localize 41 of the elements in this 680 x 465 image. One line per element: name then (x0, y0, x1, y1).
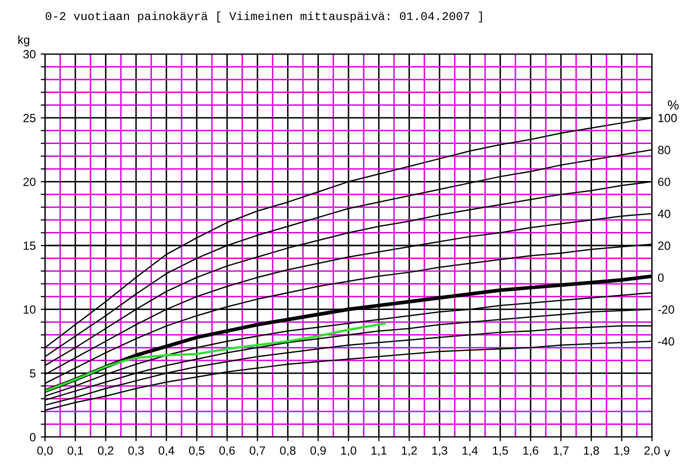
y-tick-label: 10 (24, 305, 36, 314)
y-tick-label: 0 (30, 433, 36, 442)
x-tick-label: 0,0 (37, 446, 53, 456)
y-axis-title: kg (18, 35, 30, 46)
y-tick-label: 25 (23, 114, 36, 122)
x-axis-title: v (664, 450, 670, 456)
x-tick-label: 1,0 (341, 446, 356, 456)
y-tick-label: 30 (23, 50, 36, 58)
y2-tick-label: 60 (658, 178, 670, 186)
x-tick-label: 1,4 (462, 446, 478, 456)
x-tick-label: 1,2 (402, 446, 417, 456)
x-tick-label: 1,1 (372, 446, 386, 456)
x-tick-label: 0,8 (280, 446, 296, 456)
y2-tick-label: 20 (658, 242, 670, 250)
x-tick-label: 0,7 (250, 446, 266, 456)
line-series (45, 322, 386, 392)
x-tick-label: 1,6 (523, 446, 538, 456)
x-tick-label: 0,6 (219, 446, 235, 456)
x-tick-label: 0,3 (128, 446, 144, 456)
y2-tick-label: -40 (658, 337, 674, 346)
y-tick-label: 20 (23, 178, 36, 186)
chart-title: 0-2 vuotiaan painokäyrä [ Viimeinen mittauspäivä: 01.04.2007 ] (46, 12, 482, 23)
x-tick-label: 1,9 (614, 446, 630, 456)
x-tick-label: 1,5 (492, 446, 508, 456)
x-tick-label: 1,7 (554, 446, 569, 456)
y2-tick-label: -20 (658, 305, 674, 314)
x-tick-label: 0,9 (310, 446, 326, 456)
x-tick-label: 0,4 (158, 446, 174, 456)
x-tick-label: 0,2 (98, 446, 114, 456)
y-tick-label: 15 (24, 242, 36, 250)
y2-tick-label: 0 (658, 273, 664, 282)
y2-tick-label: 40 (658, 210, 670, 218)
x-tick-label: 0,5 (189, 446, 204, 456)
y-tick-label: 5 (30, 369, 36, 378)
x-tick-label: 0,1 (68, 446, 83, 456)
x-tick-label: 2,0 (644, 446, 660, 456)
x-tick-label: 1,8 (584, 446, 599, 456)
y2-tick-label: 100 (658, 114, 677, 122)
y2-tick-label: 80 (658, 146, 670, 154)
x-tick-label: 1,3 (432, 446, 448, 456)
y2-axis-title: % (668, 100, 679, 110)
